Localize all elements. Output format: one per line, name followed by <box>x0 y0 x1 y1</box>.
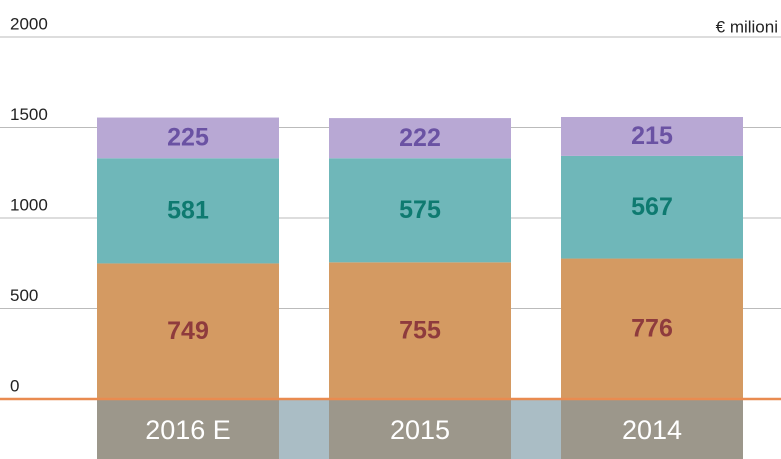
gap-band-right <box>743 399 781 459</box>
y-tick-label: 0 <box>10 376 19 395</box>
category-band <box>561 399 743 459</box>
data-label: 567 <box>631 193 673 221</box>
data-label: 581 <box>167 196 209 224</box>
x-tick-label: 2014 <box>622 415 682 445</box>
category-band <box>329 399 511 459</box>
x-tick-label: 2015 <box>390 415 450 445</box>
gap-band-left <box>0 399 97 459</box>
y-tick-label: 1500 <box>10 105 48 124</box>
bar-segment <box>561 258 743 399</box>
y-tick-label: 1000 <box>10 195 48 214</box>
bar-segment <box>97 263 279 399</box>
bar-segment <box>561 117 743 156</box>
bar-segment <box>329 118 511 159</box>
x-tick-label: 2016 E <box>145 415 231 445</box>
bar-segment <box>329 158 511 263</box>
data-label: 222 <box>399 124 441 152</box>
data-label: 225 <box>167 124 209 152</box>
bar-segment <box>97 117 279 159</box>
data-label: 575 <box>399 196 441 224</box>
y-tick-label: 2000 <box>10 14 48 33</box>
y-tick-label: 500 <box>10 286 38 305</box>
category-band <box>97 399 279 459</box>
data-label: 215 <box>631 122 673 150</box>
bar-segment <box>97 158 279 264</box>
bar-segment <box>561 155 743 259</box>
data-label: 755 <box>399 316 441 344</box>
data-label: 749 <box>167 317 209 345</box>
unit-label: € milioni <box>716 17 778 36</box>
data-label: 776 <box>631 314 673 342</box>
bar-segment <box>329 262 511 399</box>
